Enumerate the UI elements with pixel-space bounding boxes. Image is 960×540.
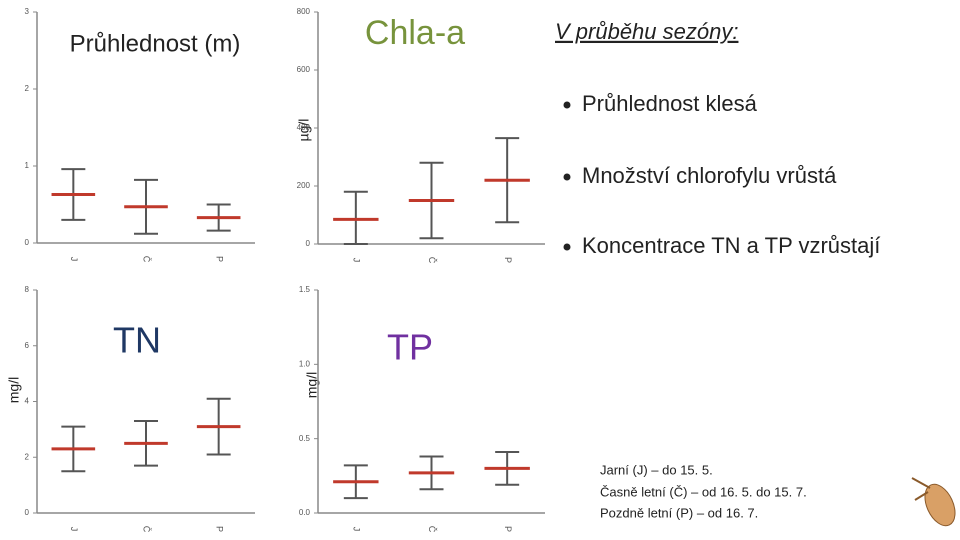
- note: Pozdně letní (P) – od 16. 7.: [600, 505, 758, 520]
- y-tick-label: 8: [25, 285, 30, 294]
- x-tick-label: Č: [427, 257, 437, 264]
- x-tick-label: P: [503, 257, 513, 263]
- x-tick-label: J: [351, 527, 361, 532]
- y-axis-label: mg/l: [304, 372, 320, 398]
- y-tick-label: 0.5: [299, 434, 311, 443]
- y-tick-label: 0.0: [299, 508, 311, 517]
- y-tick-label: 3: [25, 7, 30, 16]
- note: Jarní (J) – do 15. 5.: [600, 462, 713, 477]
- x-tick-label: P: [214, 526, 224, 532]
- y-tick-label: 1: [25, 161, 30, 170]
- bullet-dot: [563, 243, 571, 251]
- note: Časně letní (Č) – od 16. 5. do 15. 7.: [600, 484, 807, 499]
- y-tick-label: 2: [25, 452, 30, 461]
- x-tick-label: Č: [142, 256, 152, 263]
- y-axis-label: mg/l: [6, 377, 22, 403]
- bullet: Množství chlorofylu vrůstá: [582, 163, 837, 188]
- bullet: Koncentrace TN a TP vzrůstají: [582, 233, 880, 258]
- chart-title: TP: [387, 327, 433, 368]
- y-tick-label: 200: [297, 181, 311, 190]
- y-tick-label: 0: [25, 508, 30, 517]
- y-axis-label: µg/l: [296, 119, 312, 142]
- x-tick-label: J: [351, 258, 361, 263]
- y-tick-label: 6: [25, 341, 30, 350]
- y-tick-label: 400: [297, 123, 311, 132]
- x-tick-label: J: [69, 257, 79, 262]
- bullet-dot: [563, 101, 571, 109]
- x-tick-label: P: [214, 256, 224, 262]
- bullet-dot: [563, 173, 571, 181]
- daphnia-icon: [911, 477, 956, 527]
- y-tick-label: 4: [25, 397, 30, 406]
- chart-title: Průhlednost (m): [70, 30, 241, 57]
- y-tick-label: 2: [25, 84, 30, 93]
- x-tick-label: P: [503, 526, 513, 532]
- y-tick-label: 800: [297, 7, 311, 16]
- x-tick-label: J: [69, 527, 79, 532]
- bullet: Průhlednost klesá: [582, 91, 758, 116]
- x-tick-label: Č: [427, 526, 437, 533]
- chart-title: TN: [113, 320, 161, 361]
- y-tick-label: 0: [306, 239, 311, 248]
- x-tick-label: Č: [142, 526, 152, 533]
- y-tick-label: 1.5: [299, 285, 311, 294]
- heading: V průběhu sezóny:: [555, 19, 738, 44]
- y-tick-label: 600: [297, 65, 311, 74]
- y-tick-label: 1.0: [299, 359, 311, 368]
- chart-title: Chla-a: [365, 14, 465, 52]
- y-tick-label: 0: [25, 238, 30, 247]
